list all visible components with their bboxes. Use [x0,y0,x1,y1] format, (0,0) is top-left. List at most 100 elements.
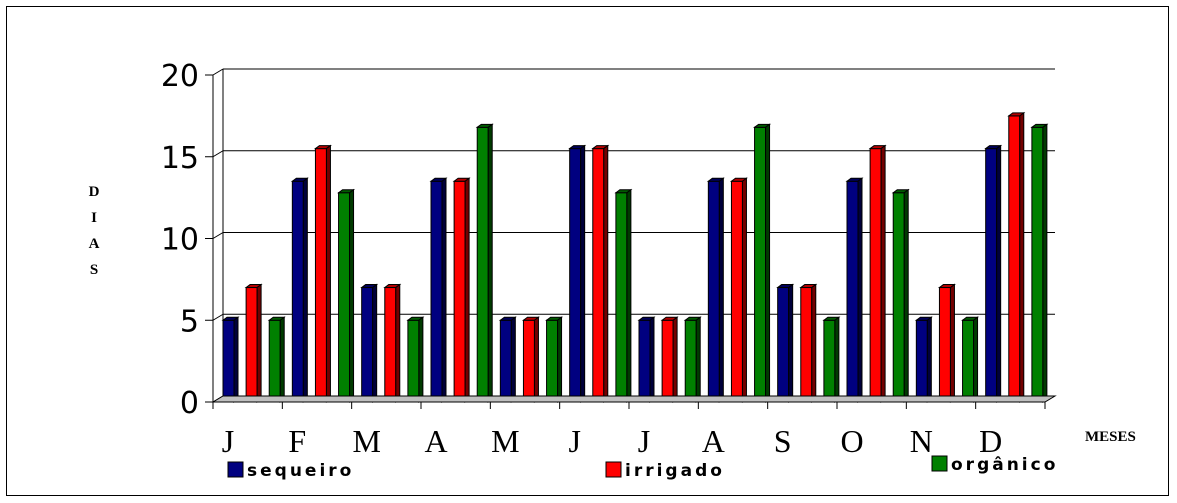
bar-sequeiro-J [637,316,656,403]
bar-side [510,316,516,404]
bar-sequeiro-O [845,177,864,403]
bar-irrigado-D [1007,111,1026,403]
x-tick-label: A [702,423,725,459]
bar-front [684,319,697,403]
bar-orgânico-M [545,316,564,403]
x-tick-label: N [910,423,933,459]
bar-front [962,319,975,403]
legend-label: irrigado [625,461,725,481]
bar-front [730,180,743,403]
y-tick-label: 5 [180,304,199,339]
bar-side [233,316,239,403]
bar-side [834,316,840,403]
bar-side [418,316,424,403]
bar-front [453,180,466,403]
bar-front [361,287,374,403]
bar-side [395,283,401,403]
x-tick-label: F [288,423,306,459]
bar-front [569,148,582,403]
y-axis-label-letter: D [89,184,100,200]
bar-front [314,148,327,403]
x-tick-label: S [774,423,792,459]
bar-side [580,144,586,403]
bar-sequeiro-D [984,144,1003,403]
bar-irrigado-A [729,177,748,403]
bar-sequeiro-M [498,316,517,404]
x-tick-label: J [638,423,650,459]
chart-floor [211,395,1057,403]
bar-irrigado-J [660,316,679,403]
bar-orgânico-D [1030,123,1049,403]
bar-orgânico-J [267,316,286,403]
bar-side [487,123,493,403]
bar-irrigado-S [799,283,818,403]
bar-irrigado-J [591,144,610,403]
bar-side [672,316,678,403]
y-axis-label-letter: S [90,262,98,278]
bar-side [718,177,724,403]
bar-sequeiro-A [706,177,725,403]
legend-item-orgânico: orgânico [931,455,1058,475]
grid-diagonal [212,68,224,76]
bar-side [996,144,1002,403]
bar-front [869,148,882,403]
bar-side [649,316,655,403]
legend-label: sequeiro [247,461,354,481]
grid-diagonal [212,313,224,321]
bar-front [268,319,281,403]
bar-front [938,287,951,403]
bar-front [661,319,674,403]
axes [205,69,1057,409]
x-tick-label: M [352,423,380,459]
bar-front [800,287,813,403]
bar-side [557,316,563,403]
bar-orgânico-F [337,188,356,403]
bar-side [603,144,609,403]
bar-side [302,177,308,403]
bar-orgânico-A [475,123,494,403]
x-tick-label: O [840,423,863,459]
bar-front [407,319,420,403]
bar-sequeiro-J [568,144,587,403]
bar-front [985,148,998,403]
bar-front [499,319,512,403]
bar-front [384,287,397,403]
bar-side [765,123,771,403]
bar-front [546,319,559,403]
bar-sequeiro-N [914,316,933,403]
bar-side [626,188,632,403]
y-tick-label: 20 [161,59,199,94]
bar-side [256,283,262,403]
legend-item-sequeiro: sequeiro [227,461,354,481]
x-tick-label: J [568,423,580,459]
legend: sequeiro irrigado orgânico [227,455,1058,481]
bar-side [695,316,701,403]
bar-irrigado-A [452,177,471,403]
bar-side [1019,111,1025,403]
bar-side [441,177,447,403]
bar-orgânico-J [683,316,702,403]
bar-sequeiro-F [290,177,309,403]
bar-front [245,287,258,403]
bar-orgânico-N [961,316,980,403]
y-axis-label-letter: A [89,236,100,252]
bar-front [638,319,651,403]
legend-item-irrigado: irrigado [605,461,725,481]
x-tick-label: D [979,423,1002,459]
bar-irrigado-M [383,283,402,403]
y-axis-label-letter: I [91,210,97,226]
bar-sequeiro-J [221,316,240,403]
bar-front [1031,126,1044,403]
bar-orgânico-O [891,188,910,403]
legend-label: orgânico [951,455,1058,475]
bar-side [973,316,979,403]
bar-irrigado-F [313,144,332,403]
bar-front [777,287,790,403]
y-tick-label: 10 [161,223,199,258]
bar-side [372,283,378,403]
bar-front [338,192,351,403]
bar-front [291,180,304,403]
